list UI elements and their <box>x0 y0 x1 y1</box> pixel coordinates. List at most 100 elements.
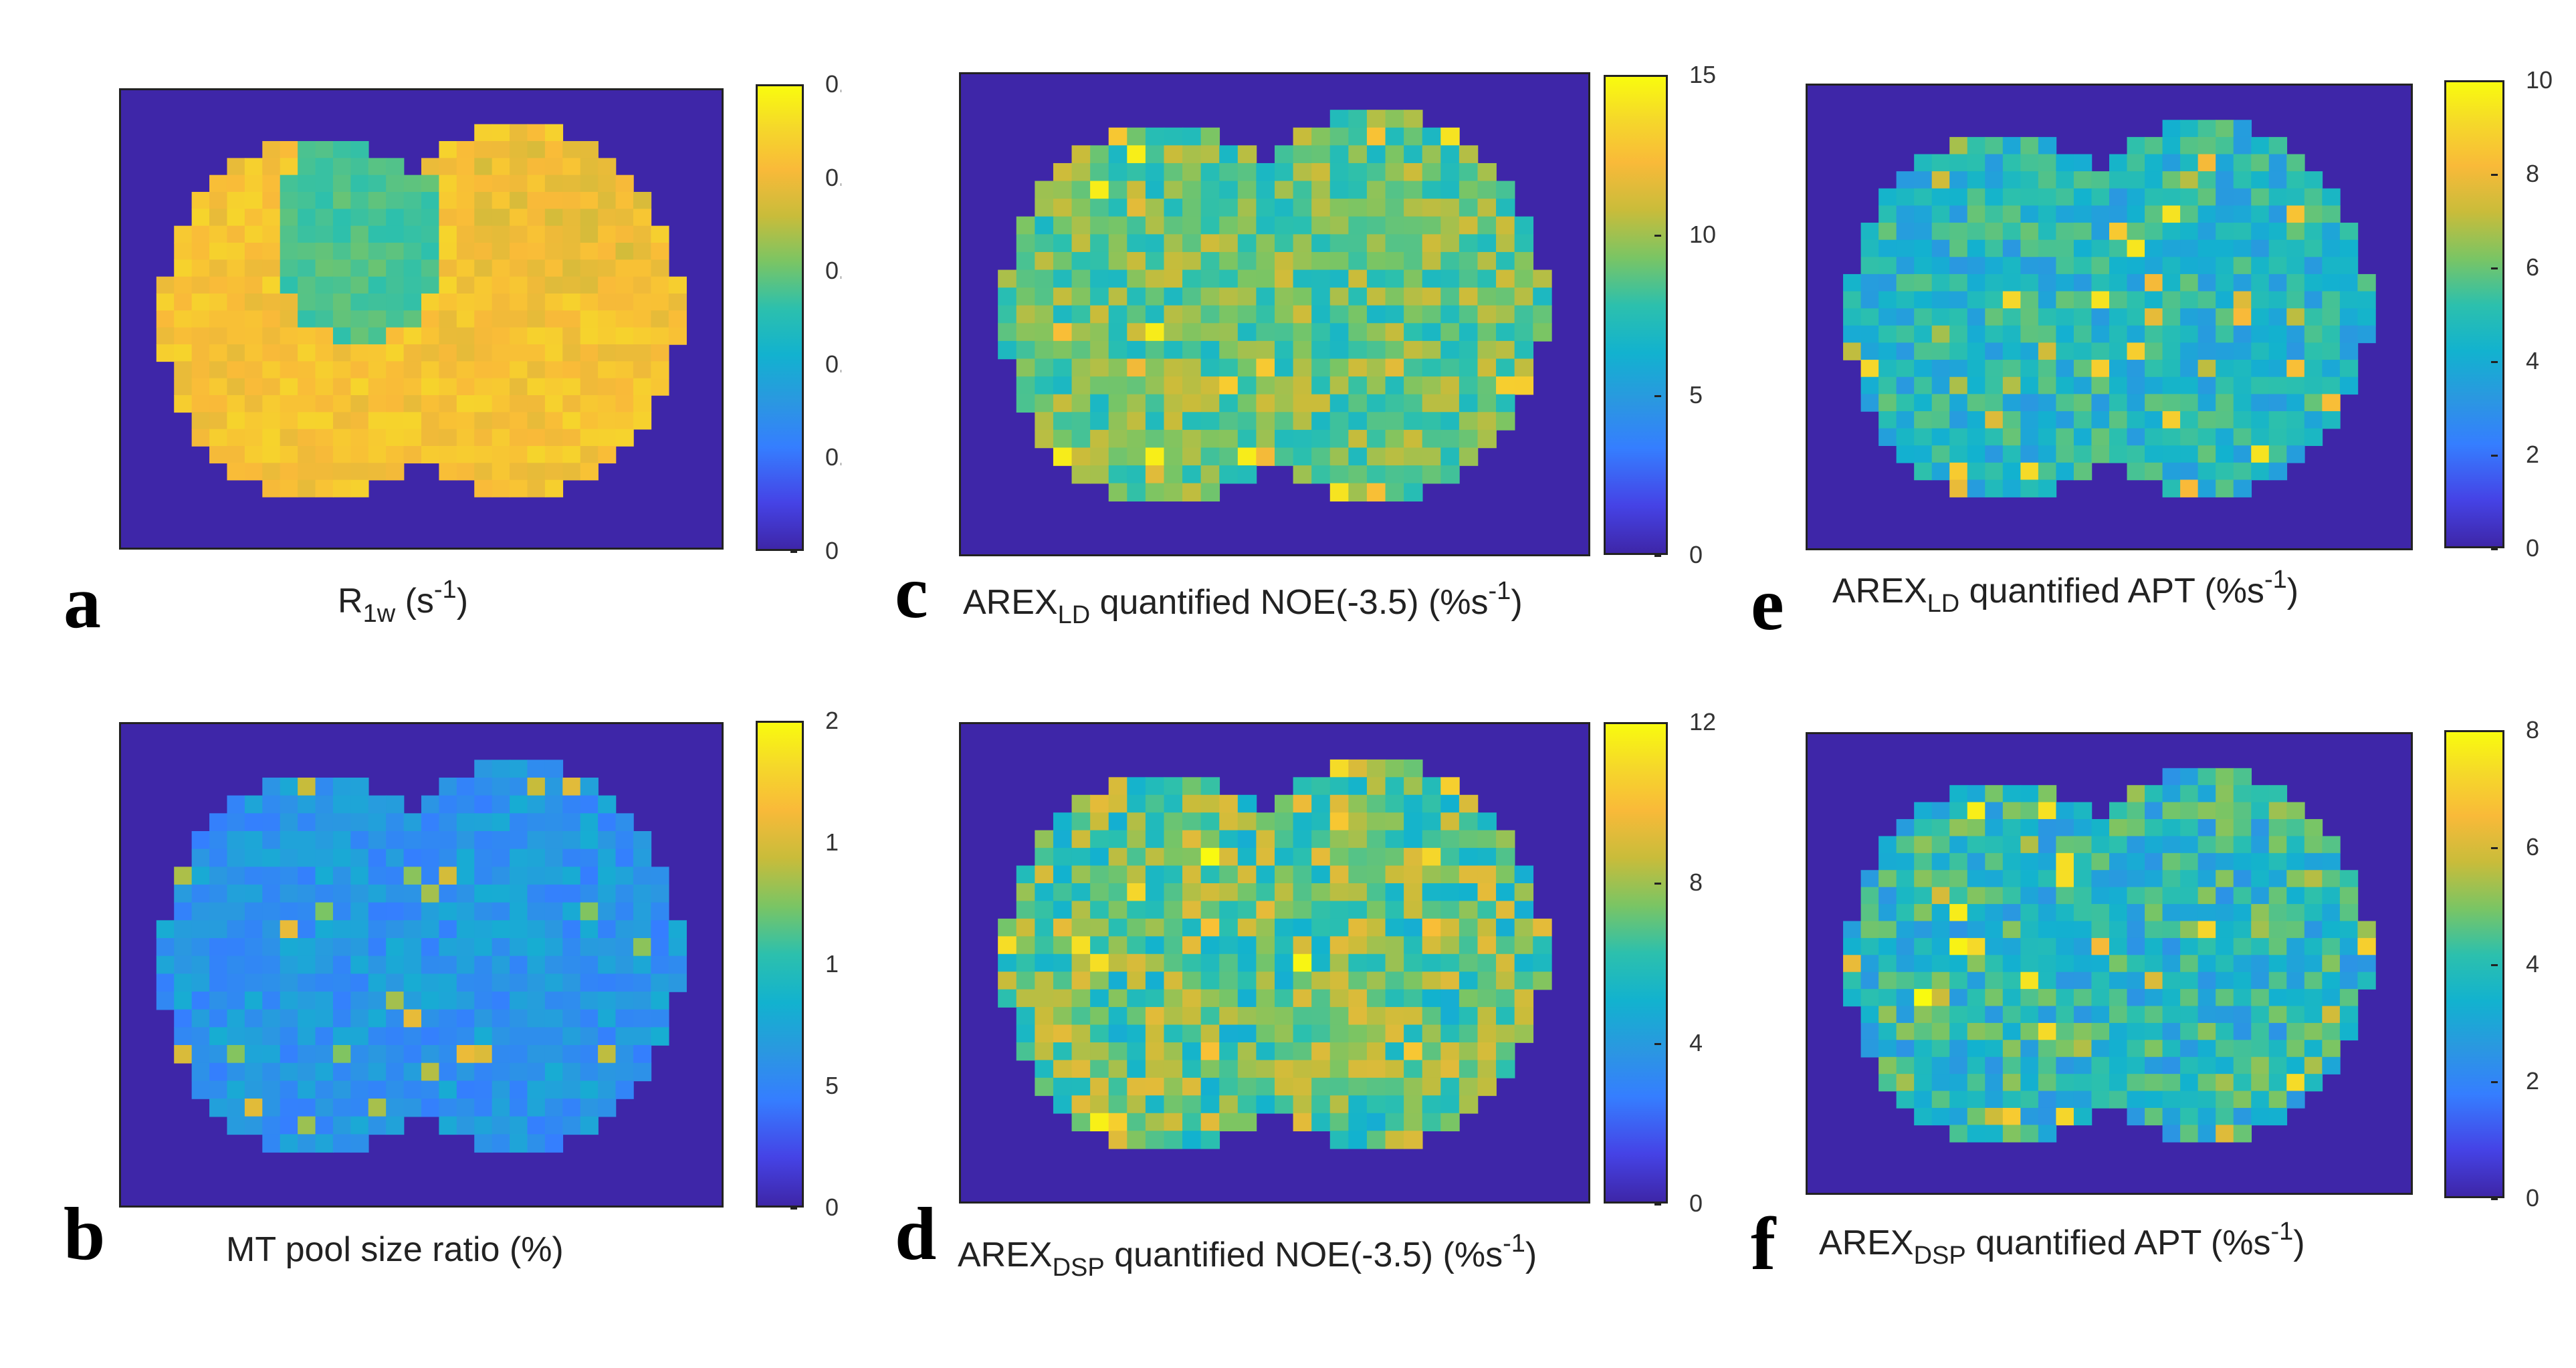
heatmap-cell <box>386 813 405 832</box>
heatmap-cell <box>2268 1074 2288 1092</box>
heatmap-cell <box>2145 411 2163 429</box>
heatmap-cell <box>2286 1006 2305 1024</box>
heatmap-cell <box>262 175 281 193</box>
heatmap-cell <box>2038 376 2057 395</box>
heatmap-cell <box>562 446 581 464</box>
heatmap-cell <box>280 795 298 814</box>
heatmap-cell <box>421 1062 440 1082</box>
heatmap-cell <box>1182 340 1202 360</box>
heatmap-cell <box>1949 136 1968 155</box>
heatmap-cell <box>474 225 493 243</box>
heatmap-cell <box>474 124 493 142</box>
heatmap-cell <box>1385 936 1404 955</box>
heatmap-cell <box>1843 989 1862 1007</box>
heatmap-cell <box>1200 127 1220 146</box>
heatmap-cell <box>386 225 405 243</box>
heatmap-cell <box>474 848 493 868</box>
heatmap-cell <box>244 310 263 328</box>
heatmap-cell <box>1459 412 1479 431</box>
heatmap-cell <box>1860 273 1879 292</box>
heatmap-cell <box>1329 1131 1350 1149</box>
heatmap-cell <box>1200 1042 1220 1061</box>
heatmap-cell <box>1219 376 1239 395</box>
heatmap-cell <box>1914 1056 1933 1074</box>
heatmap-cell <box>332 446 352 464</box>
heatmap-cell <box>1293 251 1313 271</box>
heatmap-cell <box>2216 1074 2234 1092</box>
heatmap-cell <box>1404 340 1423 360</box>
heatmap-cell <box>456 243 475 261</box>
heatmap-cell <box>2233 342 2252 360</box>
heatmap-cell <box>2109 802 2128 820</box>
heatmap-cell <box>1422 269 1442 288</box>
heatmap-cell <box>1329 812 1350 831</box>
heatmap-cell <box>2216 120 2234 138</box>
heatmap-cell <box>2162 904 2181 922</box>
heatmap-cell <box>1293 1077 1313 1097</box>
heatmap-cell <box>544 1116 564 1135</box>
heatmap-cell <box>2197 1091 2216 1109</box>
heatmap-cell <box>2091 1074 2110 1092</box>
heatmap-cell <box>1108 127 1128 146</box>
heatmap-cell <box>2038 291 2057 309</box>
heatmap-cell <box>1071 305 1091 324</box>
heatmap-cell <box>332 175 352 193</box>
heatmap-cell <box>2180 1022 2199 1041</box>
heatmap-cell <box>1949 188 1968 207</box>
heatmap-cell <box>562 1045 581 1064</box>
heatmap-cell <box>2056 273 2074 292</box>
heatmap-cell <box>2357 972 2376 990</box>
heatmap-cell <box>1843 342 1862 360</box>
heatmap-cell <box>1843 325 1862 344</box>
heatmap-cell <box>2002 291 2022 309</box>
heatmap-cell <box>1496 305 1515 324</box>
heatmap-cell <box>1385 1007 1404 1026</box>
heatmap-cell <box>1090 918 1109 937</box>
heatmap-cell <box>1914 257 1933 275</box>
heatmap-cell <box>2216 325 2234 344</box>
heatmap-cell <box>2304 239 2323 258</box>
heatmap-cell <box>315 795 334 814</box>
heatmap-cell <box>1985 239 2004 258</box>
heatmap-cell <box>492 1080 510 1099</box>
heatmap-cell <box>1311 394 1331 413</box>
heatmap-cell <box>527 395 546 413</box>
heatmap-cell <box>2038 785 2057 803</box>
heatmap-cell <box>474 938 493 957</box>
heatmap-cell <box>2286 819 2305 837</box>
heatmap-cell <box>1182 865 1202 884</box>
colorbar-tick-label: 2 <box>2490 1067 2540 1095</box>
heatmap-cell <box>315 848 334 868</box>
heatmap-cell <box>1090 1113 1109 1132</box>
heatmap-cell <box>456 885 475 903</box>
heatmap-cell <box>209 344 228 362</box>
heatmap-cell <box>2002 802 2022 820</box>
heatmap-cell <box>2073 955 2092 973</box>
heatmap-cell <box>1219 181 1239 199</box>
heatmap-cell <box>1329 234 1350 253</box>
heatmap-cell <box>1366 1060 1386 1078</box>
heatmap-cell <box>474 831 493 850</box>
heatmap-cell <box>262 778 281 796</box>
heatmap-cell <box>998 323 1017 342</box>
heatmap-cell <box>1219 412 1239 431</box>
heatmap-cell <box>474 361 493 379</box>
heatmap-cell <box>2162 1056 2181 1074</box>
heatmap-cell <box>2127 136 2145 155</box>
panel-letter: f <box>1751 1203 1776 1286</box>
heatmap-cell <box>315 992 334 1010</box>
heatmap-cell <box>1053 199 1073 217</box>
heatmap-cell <box>1404 1007 1423 1026</box>
heatmap-cell <box>1311 127 1331 146</box>
heatmap-cell <box>1219 1042 1239 1061</box>
heatmap-cell <box>1440 199 1460 217</box>
heatmap-cell <box>598 378 617 396</box>
heatmap-cell <box>2127 836 2145 854</box>
heatmap-cell <box>1219 830 1239 848</box>
heatmap-cell <box>1366 1007 1386 1026</box>
heatmap-cell <box>1200 1007 1220 1026</box>
heatmap-cell <box>2073 1006 2092 1024</box>
heatmap-cell <box>2109 291 2128 309</box>
heatmap-cell <box>1931 819 1951 837</box>
heatmap-cell <box>492 760 510 778</box>
